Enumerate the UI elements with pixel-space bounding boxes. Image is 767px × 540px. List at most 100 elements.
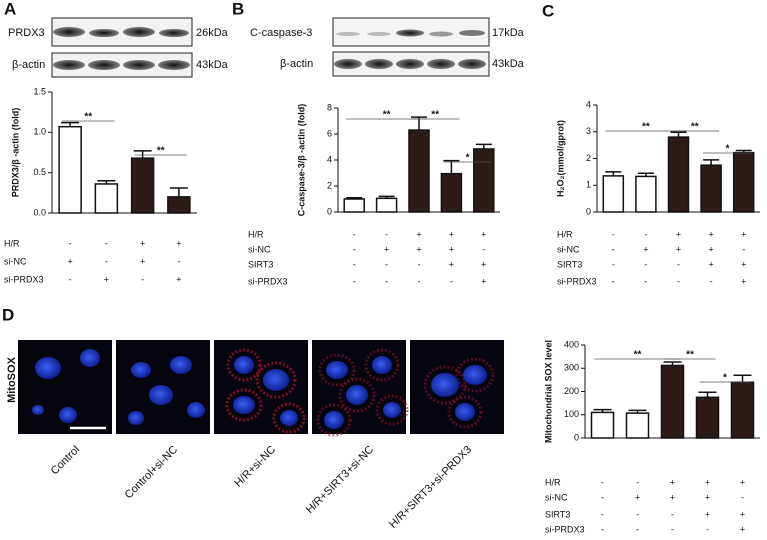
blot-a: PRDX3 β-actin 26kDa 43kDa (8, 17, 229, 78)
y-axis-label: Mitochondrial SOX level (543, 340, 553, 443)
condition-sign: + (140, 256, 145, 266)
y-tick-label: 0 (327, 206, 332, 216)
condition-sign: + (740, 524, 745, 534)
mito-signal (316, 403, 352, 437)
condition-sign: - (612, 259, 615, 269)
bar (375, 197, 398, 213)
mito-signal (226, 348, 262, 382)
condition-sign: + (384, 244, 389, 254)
nucleus (233, 396, 255, 414)
condition-sign: - (671, 524, 674, 534)
panel-letter: B (232, 0, 244, 18)
condition-sign: - (353, 259, 356, 269)
condition-name: SIRT3 (545, 509, 570, 519)
condition-sign: + (670, 492, 675, 502)
bar (590, 411, 615, 439)
condition-sign: + (740, 509, 745, 519)
condition-sign: + (708, 244, 713, 254)
y-tick-label: 200 (564, 386, 579, 396)
condition-sign: + (708, 259, 713, 269)
y-tick-label: 8 (327, 102, 332, 112)
significance-label: ** (691, 122, 699, 133)
y-tick-label: 4 (586, 99, 591, 109)
bar (667, 136, 690, 213)
condition-sign: + (740, 477, 745, 487)
mito-signal (225, 388, 263, 422)
band (429, 31, 453, 37)
bar (343, 198, 365, 213)
condition-sign: - (418, 259, 421, 269)
nucleus (128, 411, 144, 425)
condition-sign: - (601, 509, 604, 519)
image-caption: Control+si-NC (123, 444, 181, 502)
condition-sign: - (636, 509, 639, 519)
condition-sign: + (643, 244, 648, 254)
band (334, 59, 362, 69)
condition-sign: - (636, 477, 639, 487)
nucleus (346, 385, 368, 405)
condition-sign: + (481, 259, 486, 269)
nucleus (326, 361, 348, 379)
bar (660, 364, 685, 439)
nucleus (324, 411, 344, 429)
nucleus (280, 410, 298, 426)
bar (94, 183, 119, 214)
blot-size: 17kDa (492, 27, 525, 39)
condition-name: SIRT3 (557, 259, 582, 269)
nucleus (170, 356, 192, 374)
condition-sign: - (385, 276, 388, 286)
mito-signal (272, 402, 306, 434)
y-axis-label: C-caspase-3/β -actin (fold) (296, 104, 306, 217)
condition-sign: - (612, 229, 615, 239)
y-tick-label: 4 (327, 154, 332, 164)
y-tick-label: 2 (327, 180, 332, 190)
y-tick-label: 0.5 (33, 167, 46, 177)
image-caption: H/R+SIRT3+si-NC (304, 444, 376, 516)
nucleus (431, 373, 459, 397)
significance-label: ** (686, 350, 694, 361)
bar (730, 381, 755, 439)
blot-label: β-actin (280, 58, 313, 70)
blot-size: 43kDa (196, 59, 229, 71)
nucleus (263, 369, 289, 391)
condition-sign: + (416, 244, 421, 254)
bar (695, 396, 720, 439)
condition-sign: + (104, 274, 109, 284)
condition-sign: + (140, 238, 145, 248)
mito-signal (455, 357, 495, 393)
band (88, 60, 120, 70)
blot-label: PRDX3 (8, 27, 45, 39)
bar (167, 196, 191, 214)
blot-b: C-caspase-3 β-actin 17kDa 43kDa (250, 17, 525, 77)
mito-signal (364, 348, 400, 382)
condition-sign: - (710, 276, 713, 286)
condition-sign: + (635, 492, 640, 502)
condition-sign: + (708, 229, 713, 239)
nucleus (59, 407, 77, 423)
nucleus (463, 365, 487, 385)
blot-label: β-actin (12, 59, 45, 71)
y-tick-label: 1.5 (33, 86, 46, 96)
condition-name: si-NC (545, 492, 568, 502)
significance-label: ** (383, 110, 391, 121)
nucleus (455, 403, 475, 421)
y-axis-label: PRDX3/β -actin (fold) (10, 108, 20, 198)
image-caption: H/R+SIRT3+si-PRDX3 (387, 444, 474, 531)
band (123, 27, 155, 37)
mito-signal (423, 365, 467, 405)
condition-sign: + (676, 244, 681, 254)
condition-sign: - (353, 244, 356, 254)
nucleus (372, 356, 392, 374)
band (458, 59, 486, 69)
band (158, 60, 190, 70)
condition-sign: - (742, 244, 745, 254)
condition-sign: - (612, 276, 615, 286)
bar (602, 175, 625, 213)
blot-size: 43kDa (492, 58, 525, 70)
y-tick-label: 1 (586, 180, 591, 190)
condition-sign: + (741, 259, 746, 269)
image-caption: Control (49, 444, 83, 478)
bar (58, 125, 82, 214)
y-tick-label: 2 (586, 153, 591, 163)
